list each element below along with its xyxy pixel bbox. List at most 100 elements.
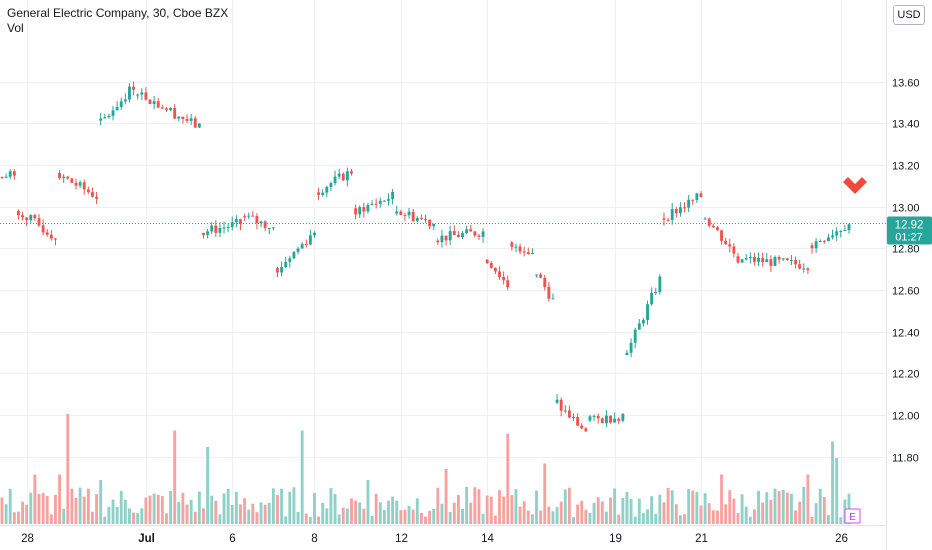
candle: [399, 209, 403, 216]
candle: [432, 223, 436, 231]
candle: [724, 237, 728, 245]
volume-bar: [617, 514, 621, 524]
candle: [58, 170, 61, 180]
time-axis[interactable]: 28 Jul 6 8 12 14 19 21 26: [21, 533, 848, 545]
volume-bar: [74, 497, 78, 524]
volume-bar: [239, 504, 242, 524]
candle: [267, 227, 271, 235]
volume-bar: [547, 506, 551, 524]
candle: [321, 189, 325, 197]
volume-bar: [70, 488, 74, 524]
candle: [493, 267, 497, 274]
candle: [251, 211, 255, 217]
volume-bar: [267, 502, 271, 524]
volume-bar: [695, 492, 699, 524]
candle: [584, 426, 588, 432]
candle: [485, 259, 489, 264]
candle: [37, 213, 41, 228]
volume-bar: [637, 498, 641, 524]
volume-bar: [580, 500, 584, 524]
volume-bar: [8, 489, 12, 524]
volume-bar: [670, 490, 674, 524]
volume-bar: [399, 510, 403, 524]
volume-bar: [276, 494, 279, 524]
volume-bar: [123, 499, 127, 524]
candle: [140, 88, 144, 100]
volume-bar: [551, 511, 555, 524]
candle: [489, 261, 493, 269]
candle: [255, 213, 259, 230]
y-tick-label: 13.20: [892, 161, 920, 173]
price-axis[interactable]: 13.60 13.40 13.20 13.00 12.80 12.60 12.40 12.20…: [892, 78, 920, 465]
candle: [604, 410, 608, 428]
candle: [514, 243, 518, 253]
candle: [440, 229, 444, 248]
candle: [313, 231, 316, 238]
candle: [395, 205, 399, 216]
volume-bar: [345, 508, 349, 524]
volume-bar: [91, 511, 94, 524]
candle: [711, 223, 715, 229]
volume-bar: [210, 495, 214, 524]
candle: [8, 169, 12, 180]
candle: [382, 200, 386, 202]
volume-indicator-label[interactable]: Vol: [7, 21, 24, 35]
candle: [292, 251, 296, 260]
candle: [354, 204, 358, 220]
volume-bar: [785, 492, 789, 524]
volume-bar: [633, 516, 637, 524]
volume-bar: [325, 508, 329, 524]
volume-bar: [736, 513, 740, 524]
last-price-value: 12.92: [895, 220, 924, 232]
candle: [177, 116, 181, 122]
volume-bar: [156, 494, 160, 524]
volume-bar: [222, 493, 226, 524]
candle: [214, 220, 218, 238]
candle: [271, 227, 275, 231]
volume-bar: [802, 486, 806, 524]
candle: [276, 266, 279, 278]
volume-bar: [613, 488, 617, 524]
candle: [78, 180, 82, 189]
y-tick-label: 11.80: [892, 453, 919, 465]
symbol-title[interactable]: General Electric Company, 30, Cboe BZX: [7, 6, 229, 20]
volume-bar: [292, 487, 296, 524]
candle: [609, 415, 612, 424]
volume-bar: [263, 504, 267, 524]
candle: [617, 417, 621, 425]
earnings-marker[interactable]: E: [844, 508, 861, 524]
candle: [156, 98, 160, 108]
volume-bar: [251, 503, 255, 524]
volume-bar: [567, 487, 571, 524]
volume-bar: [456, 495, 460, 524]
candle: [189, 113, 193, 125]
candle: [444, 235, 448, 246]
candle: [243, 213, 247, 222]
volume-bar: [300, 430, 304, 524]
candle: [572, 413, 575, 422]
volume-bar: [378, 502, 382, 524]
volume-bar: [103, 516, 107, 524]
x-tick-label: 19: [609, 533, 622, 545]
candle: [41, 219, 45, 236]
volume-bar: [308, 516, 312, 524]
candle: [818, 239, 822, 243]
volume-bar: [683, 514, 686, 524]
candle: [707, 217, 711, 228]
candle: [247, 212, 251, 220]
volume-bar: [744, 506, 748, 524]
volume-bar: [284, 516, 288, 524]
volume-bar: [411, 509, 415, 524]
currency-button[interactable]: USD: [893, 5, 925, 25]
volume-bar: [650, 496, 654, 524]
volume-bar: [687, 489, 691, 524]
volume-bar: [58, 474, 61, 524]
chart-grid: [0, 0, 886, 525]
volume-bar: [107, 506, 111, 524]
volume-bar: [197, 491, 201, 524]
candle: [777, 255, 781, 264]
candle: [683, 202, 686, 213]
volume-bar: [835, 458, 839, 524]
volume-bar: [189, 499, 193, 524]
